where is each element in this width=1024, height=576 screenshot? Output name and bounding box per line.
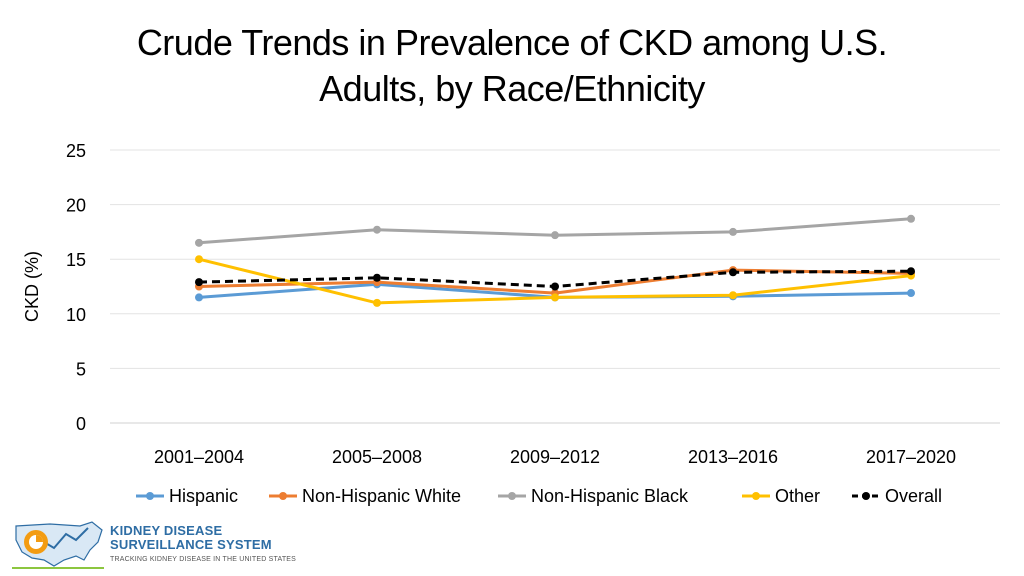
y-tick-label-0: 0 — [76, 414, 86, 434]
data-point-other-2 — [551, 293, 559, 302]
data-point-non-hispanic-black-3 — [729, 227, 737, 236]
y-tick-label-5: 5 — [76, 359, 86, 379]
data-point-hispanic-4 — [907, 289, 915, 298]
y-tick-label-10: 10 — [66, 305, 86, 325]
data-point-overall-1 — [373, 273, 381, 282]
legend-marker-overall — [862, 492, 870, 500]
legend-marker-other — [752, 492, 760, 500]
x-tick-label-1: 2005–2008 — [332, 447, 422, 467]
data-point-overall-4 — [907, 267, 915, 276]
y-tick-label-25: 25 — [66, 141, 86, 161]
legend-marker-hispanic — [146, 492, 154, 500]
y-tick-label-20: 20 — [66, 196, 86, 216]
logo-tagline: TRACKING KIDNEY DISEASE IN THE UNITED ST… — [110, 556, 297, 563]
data-point-non-hispanic-black-0 — [195, 238, 203, 247]
data-point-non-hispanic-black-4 — [907, 214, 915, 223]
legend-marker-non-hispanic-black — [508, 492, 516, 500]
legend-label-non-hispanic-black: Non-Hispanic Black — [531, 486, 689, 506]
chart-title-line-2: Adults, by Race/Ethnicity — [319, 68, 705, 109]
data-point-hispanic-0 — [195, 293, 203, 302]
x-tick-label-0: 2001–2004 — [154, 447, 244, 467]
logo-pie-slice — [36, 535, 43, 542]
series-line-non-hispanic-black — [198, 217, 912, 245]
logo-title: KIDNEY DISEASE — [110, 523, 223, 538]
chart-title: Crude Trends in Prevalence of CKD among … — [0, 20, 1024, 112]
legend-label-hispanic: Hispanic — [169, 486, 238, 506]
logo-subtitle: SURVEILLANCE SYSTEM — [110, 537, 272, 552]
kdss-logo: KIDNEY DISEASE SURVEILLANCE SYSTEM TRACK… — [10, 516, 300, 572]
data-point-other-3 — [729, 291, 737, 300]
data-point-non-hispanic-black-1 — [373, 225, 381, 234]
data-point-overall-3 — [729, 268, 737, 277]
y-axis-label: CKD (%) — [22, 251, 42, 322]
data-point-non-hispanic-black-2 — [551, 231, 559, 240]
chart-title-line-1: Crude Trends in Prevalence of CKD among … — [136, 22, 888, 63]
data-point-overall-2 — [551, 282, 559, 291]
legend-label-overall: Overall — [885, 486, 942, 506]
x-tick-label-3: 2013–2016 — [688, 447, 778, 467]
data-point-other-1 — [373, 298, 381, 307]
y-tick-label-15: 15 — [66, 250, 86, 270]
us-map-logo-icon — [12, 521, 104, 569]
x-tick-label-2: 2009–2012 — [510, 447, 600, 467]
x-tick-label-4: 2017–2020 — [866, 447, 956, 467]
legend-label-non-hispanic-white: Non-Hispanic White — [302, 486, 461, 506]
data-point-overall-0 — [195, 278, 203, 287]
legend-marker-non-hispanic-white — [279, 492, 287, 500]
data-point-other-0 — [195, 255, 203, 264]
legend-label-other: Other — [775, 486, 820, 506]
